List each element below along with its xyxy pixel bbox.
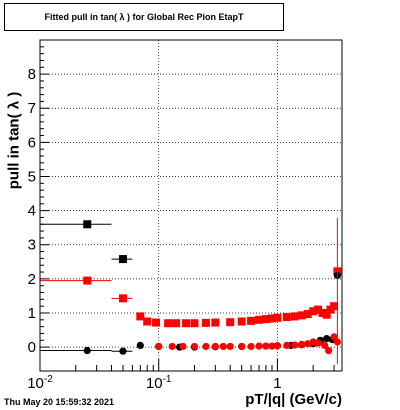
data-point-square [182, 319, 191, 328]
data-point-square [211, 318, 220, 327]
data-point-circle [136, 341, 144, 350]
data-point-square [303, 310, 312, 319]
y-tick-label: 0 [28, 339, 36, 356]
timestamp: Thu May 20 15:59:32 2021 [4, 397, 115, 407]
data-point-square [83, 220, 92, 229]
data-point-circle [238, 342, 246, 351]
data-point-circle [226, 342, 234, 351]
data-point-square [297, 311, 306, 320]
y-tick-label: 5 [28, 168, 36, 185]
data-point-square [314, 305, 323, 314]
data-point-square [309, 307, 318, 316]
data-point-circle [291, 341, 299, 349]
y-tick-label: 3 [28, 237, 36, 254]
data-point-circle [273, 342, 282, 350]
data-point-square [190, 319, 199, 328]
y-tick-label: 7 [28, 100, 36, 117]
data-point-circle [119, 347, 127, 355]
y-tick-label: 2 [28, 271, 36, 288]
data-point-circle [83, 346, 91, 355]
data-point-circle [190, 342, 199, 351]
data-point-circle [325, 346, 333, 355]
data-point-circle [323, 334, 331, 343]
data-point-square [282, 313, 291, 322]
data-point-circle [330, 333, 338, 341]
data-point-circle [255, 342, 263, 350]
x-tick-label: 10-1 [146, 374, 172, 392]
data-point-circle [247, 342, 255, 351]
data-point-square [226, 318, 235, 327]
data-point-square [164, 319, 173, 328]
data-point-square [273, 313, 282, 322]
data-point-square [143, 317, 152, 326]
data-point-circle [268, 342, 276, 350]
data-point-square [118, 294, 127, 303]
data-point-circle [219, 342, 227, 351]
axes: 0 1 2 3 4 5 6 7 8 10-2 10-1 1 [27, 39, 343, 392]
x-tick-label: 10-2 [27, 374, 53, 392]
data-point-square [118, 255, 127, 264]
data-point-circle [298, 340, 306, 348]
y-axis-label: pull in tan( λ ) [5, 91, 23, 190]
data-point-square [201, 318, 210, 327]
x-axis-label: pT/|q| (GeV/c) [245, 391, 342, 408]
data-point-circle [321, 341, 329, 350]
data-point-square [290, 312, 299, 321]
data-point-circle [314, 339, 322, 347]
plot-frame [39, 39, 343, 372]
x-tick-label: 1 [273, 375, 281, 392]
data-point-square [83, 276, 92, 285]
y-tick-label: 8 [28, 66, 36, 83]
data-point-square [255, 315, 264, 324]
chart-title: Fitted pull in tan( λ ) for Global Rec P… [4, 3, 284, 31]
data-point-square [330, 302, 339, 311]
data-point-square [136, 312, 145, 321]
data-point-circle [168, 342, 176, 351]
data-marks [40, 217, 342, 365]
data-point-circle [155, 342, 163, 351]
data-point-square [247, 316, 256, 325]
data-point-square [152, 318, 161, 327]
data-point-circle [262, 342, 270, 350]
data-point-square [261, 315, 270, 324]
data-point-circle [211, 342, 219, 351]
data-point-circle [283, 341, 291, 350]
data-point-square [267, 314, 276, 323]
data-point-square [318, 308, 327, 317]
data-point-circle [304, 340, 312, 348]
y-tick-label: 6 [28, 134, 36, 151]
data-point-square [322, 310, 331, 319]
data-point-square [172, 319, 181, 328]
data-point-square [237, 317, 246, 326]
data-point-circle [179, 342, 187, 351]
data-point-circle [202, 342, 210, 351]
y-tick-label: 4 [28, 203, 36, 220]
y-tick-label: 1 [28, 305, 36, 322]
